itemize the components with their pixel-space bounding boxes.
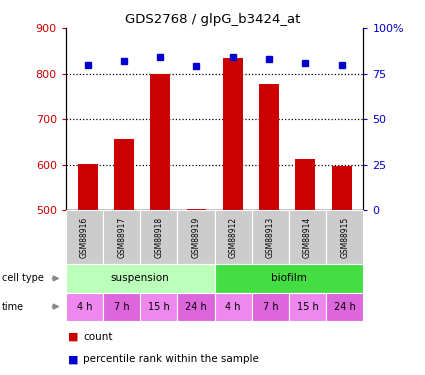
- Text: 4 h: 4 h: [226, 302, 241, 312]
- Bar: [332, 166, 351, 210]
- Text: count: count: [83, 332, 112, 342]
- Bar: [150, 74, 170, 210]
- Text: 4 h: 4 h: [77, 302, 92, 312]
- Text: biofilm: biofilm: [271, 273, 307, 284]
- Text: GSM88916: GSM88916: [80, 216, 89, 258]
- Text: GSM88913: GSM88913: [266, 216, 275, 258]
- Text: GSM88917: GSM88917: [117, 216, 126, 258]
- Bar: [259, 84, 279, 210]
- Text: ■: ■: [68, 332, 79, 342]
- Text: cell type: cell type: [2, 273, 44, 284]
- Text: GSM88914: GSM88914: [303, 216, 312, 258]
- Text: GSM88912: GSM88912: [229, 217, 238, 258]
- Bar: [114, 139, 134, 210]
- Text: 7 h: 7 h: [263, 302, 278, 312]
- Text: 24 h: 24 h: [334, 302, 356, 312]
- Text: 15 h: 15 h: [148, 302, 170, 312]
- Bar: [223, 58, 243, 210]
- Text: 15 h: 15 h: [297, 302, 318, 312]
- Text: percentile rank within the sample: percentile rank within the sample: [83, 354, 259, 364]
- Bar: [295, 159, 315, 210]
- Text: GSM88915: GSM88915: [340, 216, 349, 258]
- Text: GDS2768 / glpG_b3424_at: GDS2768 / glpG_b3424_at: [125, 13, 300, 26]
- Text: GSM88919: GSM88919: [192, 216, 201, 258]
- Text: 7 h: 7 h: [114, 302, 130, 312]
- Text: ■: ■: [68, 354, 79, 364]
- Text: GSM88918: GSM88918: [154, 217, 163, 258]
- Bar: [78, 164, 98, 210]
- Text: time: time: [2, 302, 24, 312]
- Text: suspension: suspension: [111, 273, 170, 284]
- Bar: [187, 209, 207, 210]
- Text: 24 h: 24 h: [185, 302, 207, 312]
